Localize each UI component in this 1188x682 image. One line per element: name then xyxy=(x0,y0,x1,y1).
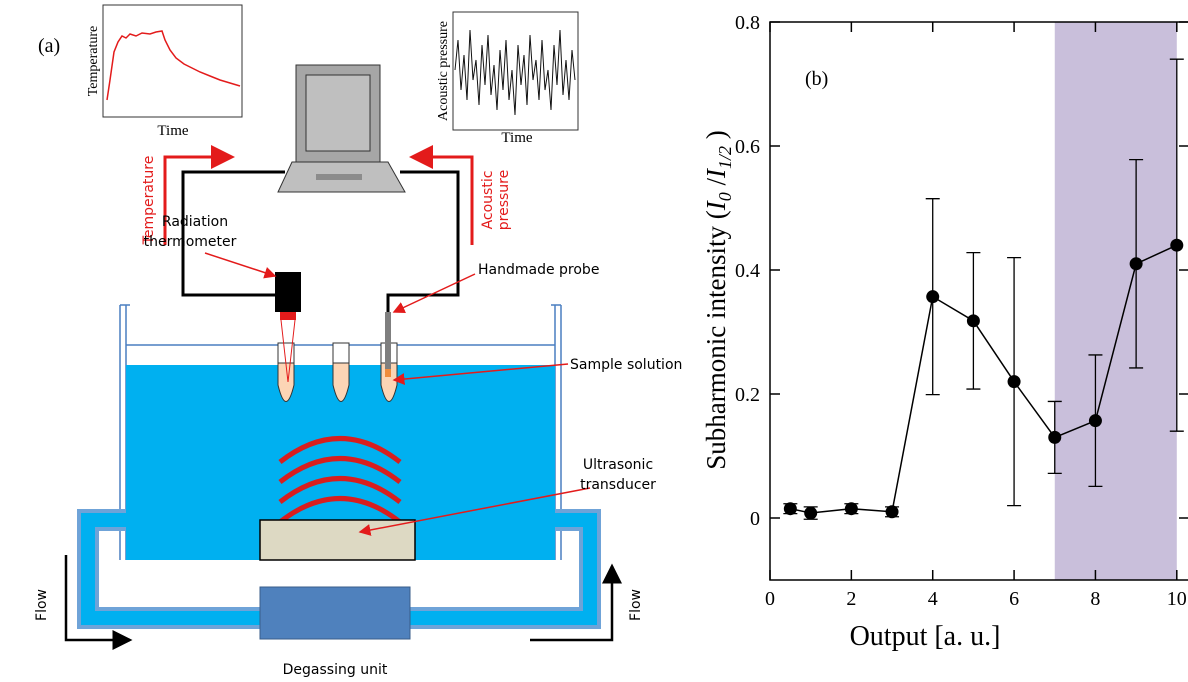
y-tick-label: 0.4 xyxy=(735,260,760,282)
data-point xyxy=(784,502,797,515)
probe-tip xyxy=(385,369,391,377)
y-axis-label-part: Subharmonic intensity ( xyxy=(701,210,731,469)
laptop-display xyxy=(306,75,370,151)
annotation: Sample solution xyxy=(570,357,682,373)
x-tick-label: 0 xyxy=(765,588,775,610)
signal-label: Acoustic xyxy=(480,171,496,230)
y-tick-label: 0.8 xyxy=(735,12,760,34)
annotation: transducer xyxy=(580,477,656,493)
shaded-region xyxy=(1055,22,1177,580)
probe xyxy=(385,312,391,377)
data-point xyxy=(967,314,980,327)
panel-a: (a) Temperature Time Acoustic pressure T… xyxy=(34,5,682,678)
data-point xyxy=(1170,239,1183,252)
annotation: Radiation xyxy=(162,214,228,230)
data-point xyxy=(926,290,939,303)
signal-arrow xyxy=(412,157,472,245)
panel-label: (a) xyxy=(38,35,60,57)
signal-label: Temperature xyxy=(141,156,157,246)
y-tick-label: 0 xyxy=(750,508,760,530)
flow-label: Flow xyxy=(628,589,644,621)
x-axis-label: Output [a. u.] xyxy=(850,621,1001,652)
y-axis-label-part: 1/2 xyxy=(715,146,735,169)
data-point xyxy=(804,507,817,520)
laptop-keys xyxy=(316,174,362,180)
inset-box xyxy=(103,5,242,117)
data-point xyxy=(1089,414,1102,427)
inset-xlabel: Time xyxy=(501,130,532,146)
thermometer-lens xyxy=(280,312,296,320)
thermometer xyxy=(275,272,301,312)
data-point xyxy=(1008,375,1021,388)
y-axis-label-part: 0 xyxy=(715,192,735,201)
data-point xyxy=(1130,257,1143,270)
y-axis-label-part: / xyxy=(701,178,731,193)
x-tick-label: 6 xyxy=(1009,588,1019,610)
y-axis-label-part: ) xyxy=(701,130,731,146)
wire xyxy=(388,172,458,312)
inset-ylabel: Temperature xyxy=(86,26,101,97)
flow-label: Flow xyxy=(34,589,50,621)
x-tick-label: 2 xyxy=(846,588,856,610)
annotation: Ultrasonic xyxy=(583,457,653,473)
y-tick-label: 0.2 xyxy=(735,384,760,406)
inset-ylabel: Acoustic pressure xyxy=(436,21,451,121)
data-point xyxy=(886,505,899,518)
annotation: Handmade probe xyxy=(478,262,599,278)
x-tick-label: 8 xyxy=(1090,588,1100,610)
panel-b: (b) Output [a. u.] Subharmonic intensity… xyxy=(701,12,1188,652)
x-tick-label: 4 xyxy=(928,588,938,610)
signal-label: pressure xyxy=(496,170,512,230)
x-tick-label: 10 xyxy=(1167,588,1187,610)
annotation: Degassing unit xyxy=(283,662,388,678)
panel-label: (b) xyxy=(805,68,828,90)
data-point xyxy=(1048,431,1061,444)
figure: (a) Temperature Time Acoustic pressure T… xyxy=(0,0,1188,682)
y-axis-label: Subharmonic intensity (I0 /I1/2 ) xyxy=(701,130,735,470)
y-tick-label: 0.6 xyxy=(735,136,760,158)
data-point xyxy=(845,502,858,515)
degassing-unit xyxy=(260,587,410,639)
signal-arrow xyxy=(165,157,232,245)
inset-xlabel: Time xyxy=(157,123,188,139)
annotation: thermometer xyxy=(144,234,237,250)
